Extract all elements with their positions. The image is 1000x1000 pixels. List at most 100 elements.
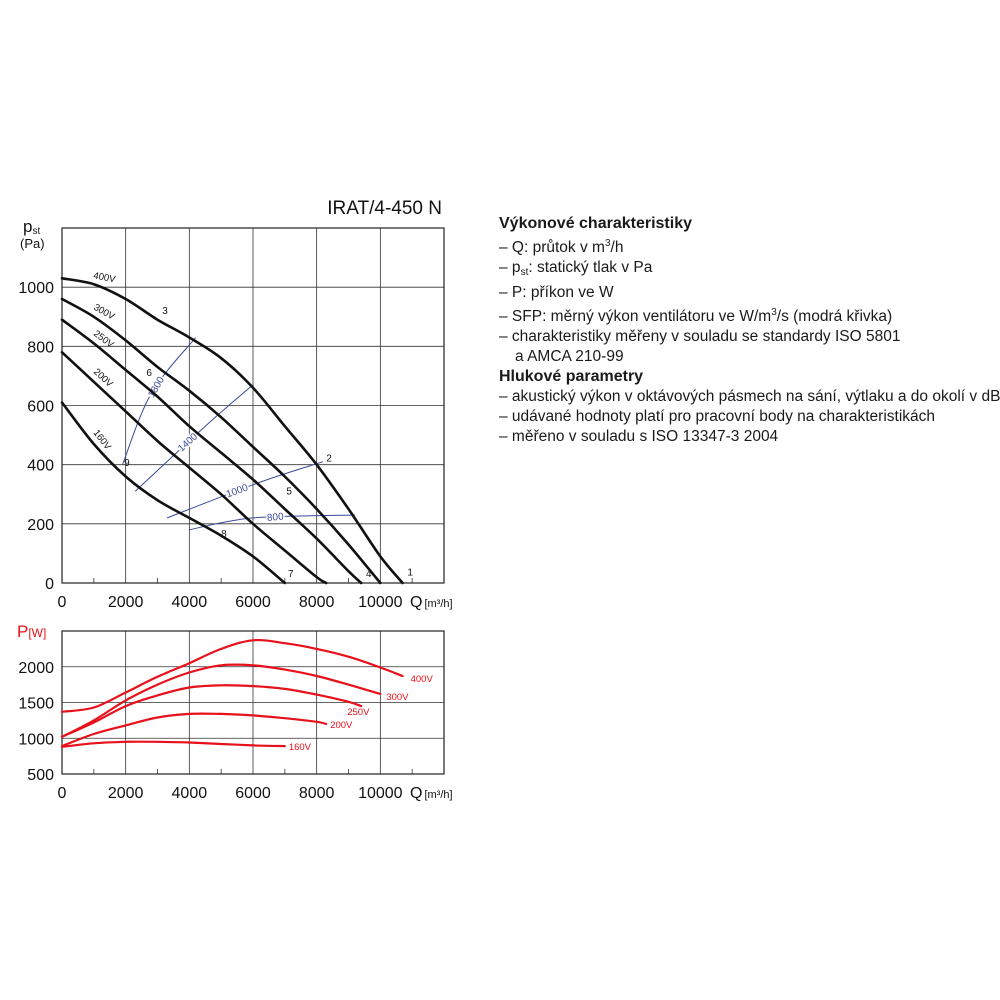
bottom-y-label-unit: [W] bbox=[28, 626, 46, 640]
sfp-label-1000: 1000 bbox=[225, 482, 250, 500]
top-y-tick-label: 200 bbox=[27, 517, 54, 534]
pressure-curve-label-160V: 160V bbox=[91, 428, 114, 453]
top-x-tick-label: 4000 bbox=[172, 594, 208, 611]
power-curve-label-160V: 160V bbox=[289, 742, 312, 753]
power-curve-300V bbox=[60, 663, 382, 738]
bottom-y-tick-label: 500 bbox=[27, 767, 54, 784]
top-x-label-unit: [m³/h] bbox=[424, 598, 452, 610]
legend-item-pst: – pst: statický tlak v Pa bbox=[499, 258, 994, 283]
top-x-tick-label: 2000 bbox=[108, 594, 144, 611]
top-frame bbox=[61, 227, 445, 584]
bottom-x-tick-label: 0 bbox=[58, 785, 67, 802]
bottom-x-tick-label: 10000 bbox=[358, 785, 403, 802]
pressure-curve-200V bbox=[60, 351, 328, 585]
operating-point-8: 8 bbox=[221, 529, 227, 540]
operating-point-7: 7 bbox=[288, 569, 294, 580]
top-y-axis-label: pst bbox=[23, 217, 40, 237]
p-desc: : statický tlak v Pa bbox=[528, 259, 653, 276]
bottom-x-tick-label: 2000 bbox=[108, 785, 144, 802]
power-curve-label-300V: 300V bbox=[386, 692, 409, 703]
pressure-curve-400V bbox=[60, 277, 404, 585]
pressure-curves: 400V 300V 250V 200V 160V bbox=[60, 270, 404, 585]
p-sub: st bbox=[520, 267, 529, 278]
bottom-frame bbox=[61, 630, 445, 775]
sfp-label-800: 800 bbox=[267, 512, 285, 524]
legend-item-noise-2: – udávané hodnoty platí pro pracovní bod… bbox=[499, 408, 935, 425]
sfp-sup: 3 bbox=[771, 307, 777, 318]
legend-item-noise-3: – měřeno v souladu s ISO 13347-3 2004 bbox=[499, 428, 779, 445]
bottom-y-label-main: P bbox=[17, 622, 28, 641]
legend-item-power: – P: příkon ve W bbox=[499, 284, 614, 301]
top-y-tick-label: 1000 bbox=[18, 280, 54, 297]
power-curve-label-250V: 250V bbox=[347, 707, 370, 718]
pressure-curve-250V bbox=[60, 318, 363, 585]
performance-heading: Výkonové charakteristiky bbox=[499, 215, 692, 232]
top-y-tick-label: 0 bbox=[45, 576, 54, 593]
q-text: – Q: průtok v m bbox=[499, 239, 605, 256]
top-x-tick-label: 8000 bbox=[299, 594, 335, 611]
pressure-curve-label-200V: 200V bbox=[91, 367, 115, 391]
sfp-curve-1800 bbox=[122, 337, 197, 465]
power-curve-160V bbox=[60, 740, 286, 748]
top-x-label-main: Q bbox=[410, 594, 422, 611]
top-x-tick-label: 10000 bbox=[358, 594, 403, 611]
operating-point-2: 2 bbox=[326, 454, 332, 465]
q-sup: 3 bbox=[604, 238, 611, 249]
chart-title: IRAT/4-450 N bbox=[327, 198, 442, 219]
noise-heading: Hlukové parametry bbox=[499, 368, 644, 385]
bottom-x-label-unit: [m³/h] bbox=[424, 789, 452, 801]
operating-point-9: 9 bbox=[124, 458, 130, 469]
power-curve-400V bbox=[60, 638, 404, 713]
operating-point-5: 5 bbox=[286, 486, 292, 497]
top-y-tick-label: 400 bbox=[27, 458, 54, 475]
bottom-grid bbox=[61, 630, 445, 775]
bottom-y-tick-label: 1000 bbox=[18, 731, 54, 748]
pressure-curve-160V bbox=[60, 401, 287, 585]
bottom-x-tick-label: 6000 bbox=[235, 785, 271, 802]
top-x-tick-label: 6000 bbox=[235, 594, 271, 611]
pressure-curve-label-250V: 250V bbox=[91, 328, 116, 350]
bottom-y-axis-label: P[W] bbox=[17, 622, 46, 641]
top-y-tick-label: 800 bbox=[27, 339, 54, 356]
pressure-chart: 0 2000 4000 6000 8000 10000 0 200 400 600 800 1000 p… bbox=[18, 217, 452, 611]
legend-item-standards: – charakteristiky měřeny v souladu se st… bbox=[499, 328, 901, 345]
power-curve-label-200V: 200V bbox=[330, 720, 353, 731]
bottom-x-tick-label: 8000 bbox=[299, 785, 335, 802]
legend-item-noise-1: – akustický výkon v oktávových pásmech n… bbox=[499, 388, 1000, 405]
operating-point-3: 3 bbox=[162, 306, 168, 317]
legend-item-standards-cont: a AMCA 210-99 bbox=[515, 348, 624, 365]
top-y-axis-unit: (Pa) bbox=[20, 236, 45, 251]
operating-point-1: 1 bbox=[407, 568, 413, 579]
bottom-x-tick-label: 4000 bbox=[172, 785, 208, 802]
legend-item-sfp: – SFP: měrný výkon ventilátoru ve W/m3/s… bbox=[499, 303, 994, 327]
bottom-y-tick-label: 2000 bbox=[18, 660, 54, 677]
q-unit: /h bbox=[610, 239, 624, 256]
sfp-text: – SFP: měrný výkon ventilátoru ve W/m bbox=[499, 308, 772, 325]
top-y-label-sub: st bbox=[32, 226, 40, 237]
operating-point-6: 6 bbox=[146, 368, 152, 379]
sfp-curve-1400 bbox=[134, 384, 254, 492]
top-y-label-main: p bbox=[23, 217, 32, 236]
power-curve-200V bbox=[60, 712, 328, 748]
top-x-tick-label: 0 bbox=[58, 594, 67, 611]
operating-point-4: 4 bbox=[366, 569, 372, 580]
operating-point-labels: 1 2 3 4 5 6 7 8 9 bbox=[124, 306, 413, 580]
sfp-curve-1000 bbox=[166, 461, 324, 519]
bottom-y-tick-label: 1500 bbox=[18, 696, 54, 713]
power-chart: 0 2000 4000 6000 8000 10000 500 1000 1500 2000 P[W… bbox=[17, 622, 453, 802]
power-curve-label-400V: 400V bbox=[411, 674, 434, 685]
power-curve-250V bbox=[60, 684, 363, 738]
top-y-tick-label: 600 bbox=[27, 399, 54, 416]
p-text: – p bbox=[499, 259, 521, 276]
legend-panel: Výkonové charakteristiky – Q: průtok v m… bbox=[499, 214, 1000, 447]
legend-item-q: – Q: průtok v m3/h bbox=[499, 234, 994, 258]
bottom-x-label-main: Q bbox=[410, 785, 422, 802]
sfp-desc: /s (modrá křivka) bbox=[776, 308, 893, 325]
pressure-curve-label-300V: 300V bbox=[92, 302, 117, 323]
top-x-axis-label: Q [m³/h] bbox=[410, 594, 453, 611]
pressure-curve-300V bbox=[60, 297, 382, 585]
bottom-x-axis-label: Q [m³/h] bbox=[410, 785, 453, 802]
pressure-curve-label-400V: 400V bbox=[93, 270, 117, 285]
